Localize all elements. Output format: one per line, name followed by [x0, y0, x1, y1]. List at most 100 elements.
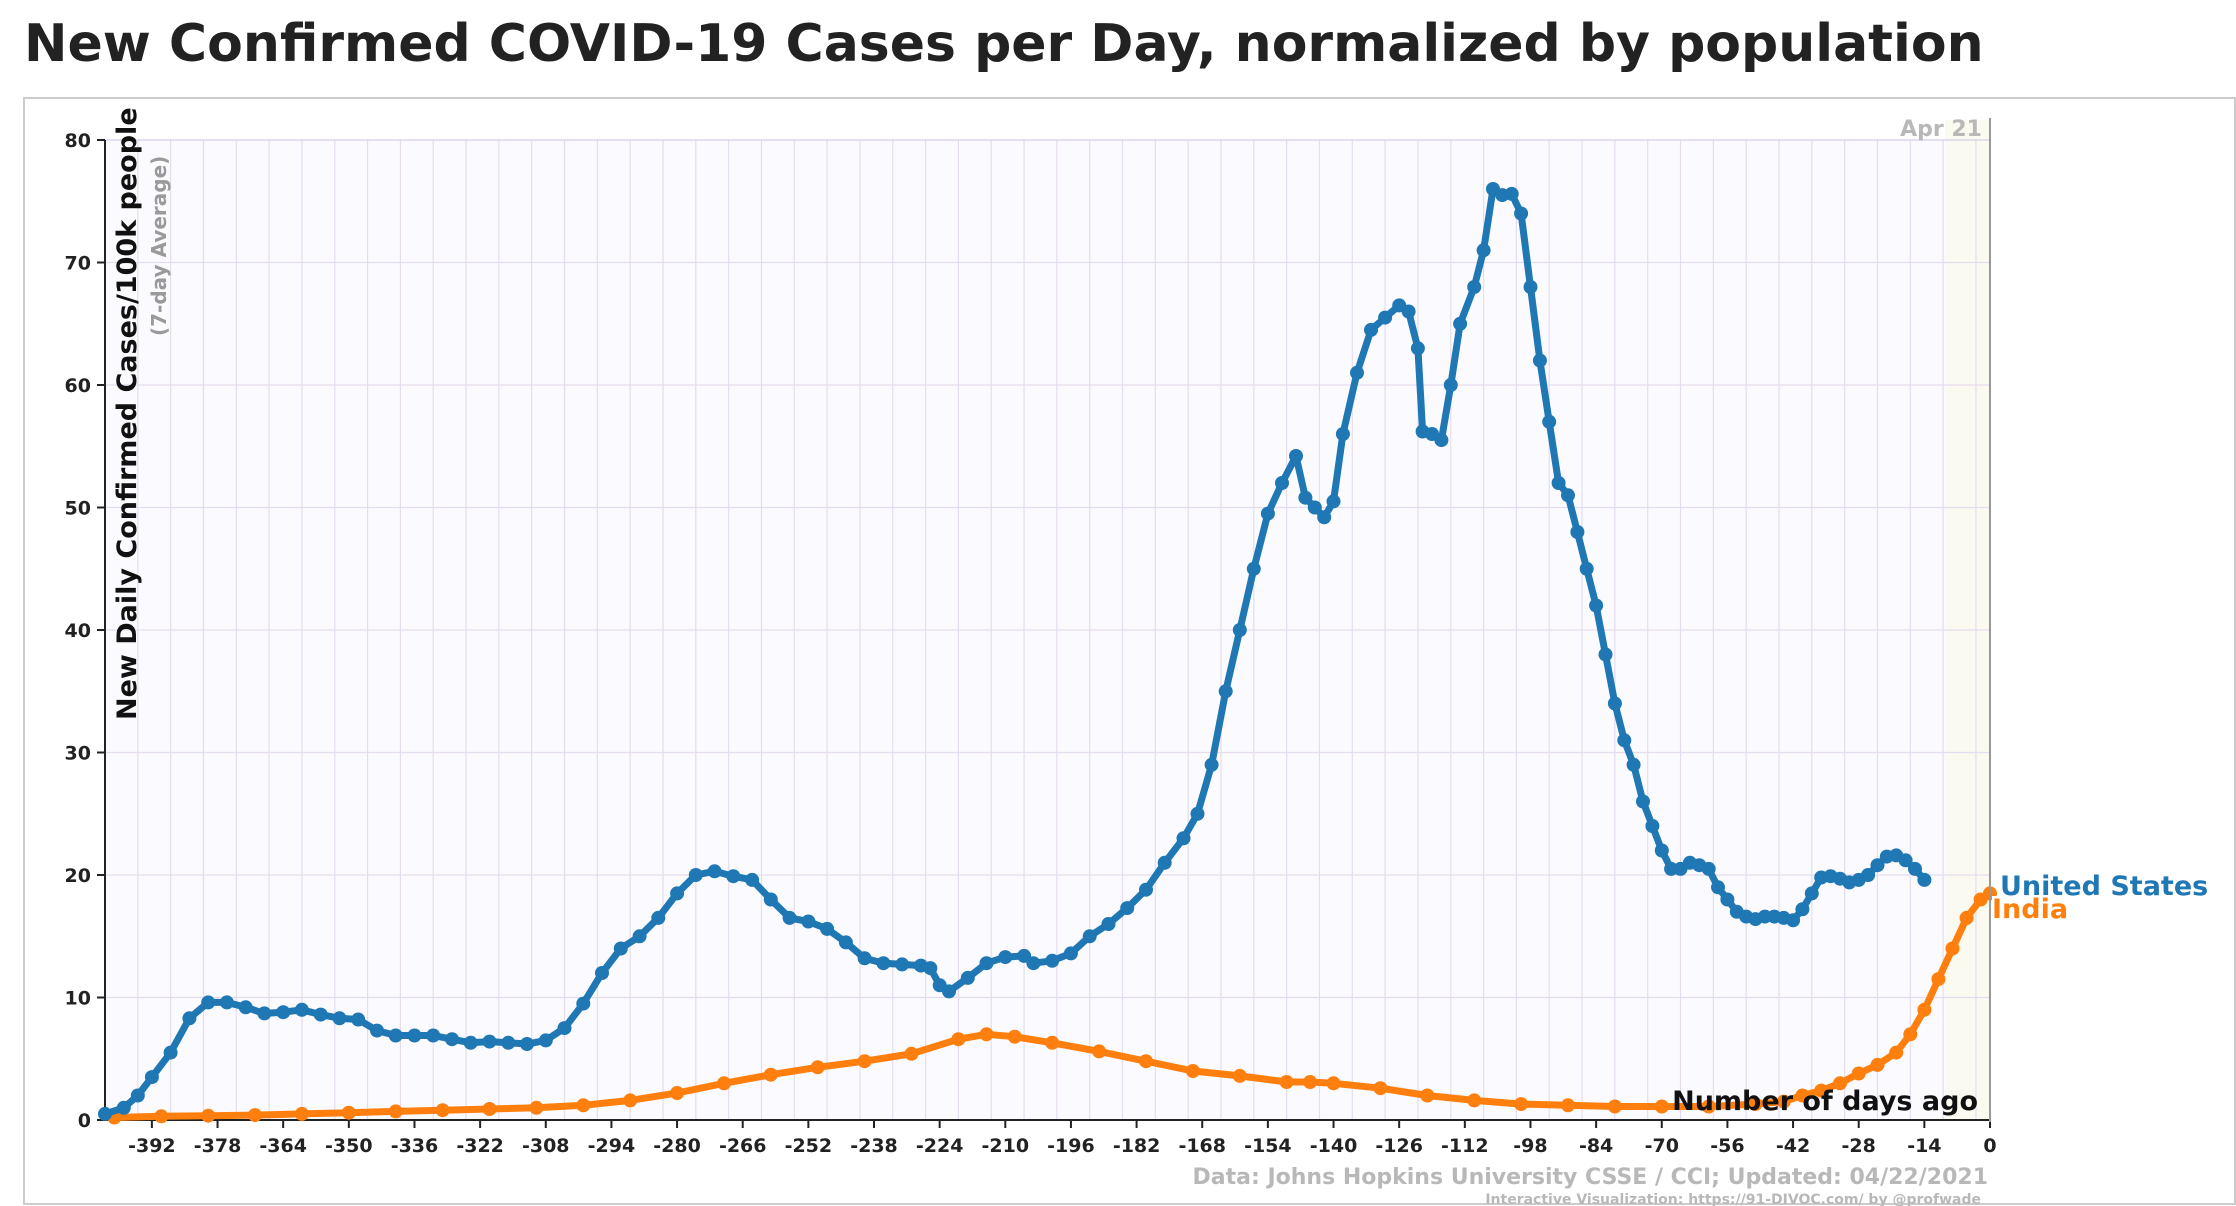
data-point-united-states	[1327, 494, 1341, 508]
data-point-united-states	[1444, 378, 1458, 392]
y-axis-subtitle: (7-day Average)	[147, 156, 171, 336]
x-tick-label: -252	[785, 1135, 833, 1157]
data-point-united-states	[1247, 562, 1261, 576]
y-tick-label: 60	[65, 375, 91, 397]
data-point-united-states	[633, 929, 647, 943]
data-point-india	[1514, 1097, 1528, 1111]
x-tick-label: -140	[1310, 1135, 1358, 1157]
x-tick-label: -266	[719, 1135, 767, 1157]
data-point-united-states	[576, 997, 590, 1011]
data-point-united-states	[783, 911, 797, 925]
y-tick-label: 80	[65, 130, 91, 152]
data-point-india	[1280, 1075, 1294, 1089]
x-tick-label: -98	[1513, 1135, 1547, 1157]
data-point-united-states	[1617, 733, 1631, 747]
data-point-united-states	[1645, 819, 1659, 833]
data-point-united-states	[408, 1029, 422, 1043]
data-point-united-states	[942, 984, 956, 998]
data-point-united-states	[595, 966, 609, 980]
data-point-india	[1233, 1069, 1247, 1083]
data-point-united-states	[689, 868, 703, 882]
y-tick-label: 50	[65, 498, 91, 520]
x-tick-label: -70	[1645, 1135, 1679, 1157]
x-tick-label: -224	[916, 1135, 964, 1157]
data-point-united-states	[1542, 415, 1556, 429]
data-point-united-states	[1083, 929, 1097, 943]
data-point-india	[1303, 1075, 1317, 1089]
data-point-india	[576, 1098, 590, 1112]
data-point-india	[1871, 1058, 1885, 1072]
data-point-india	[1420, 1089, 1434, 1103]
x-tick-label: -308	[522, 1135, 570, 1157]
data-point-india	[342, 1106, 356, 1120]
data-point-united-states	[1120, 901, 1134, 915]
data-point-india	[1931, 972, 1945, 986]
data-point-united-states	[1561, 488, 1575, 502]
data-point-united-states	[1805, 886, 1819, 900]
data-point-india	[1903, 1027, 1917, 1041]
data-point-united-states	[1350, 366, 1364, 380]
data-point-united-states	[858, 951, 872, 965]
data-point-united-states	[445, 1032, 459, 1046]
data-point-united-states	[876, 956, 890, 970]
x-tick-label: -322	[456, 1135, 504, 1157]
data-point-india	[1092, 1044, 1106, 1058]
data-point-india	[1008, 1030, 1022, 1044]
x-tick-label: -196	[1047, 1135, 1095, 1157]
data-point-united-states	[1917, 873, 1931, 887]
data-point-united-states	[98, 1107, 112, 1121]
data-point-united-states	[998, 950, 1012, 964]
data-point-united-states	[389, 1029, 403, 1043]
data-point-india	[436, 1103, 450, 1117]
data-point-india	[1960, 911, 1974, 925]
credit-note: Interactive Visualization: https://91-DI…	[1485, 1192, 1988, 1206]
line-chart: 01020304050607080 -392 -378 -364 -350 -336 -3…	[0, 0, 2236, 1206]
data-point-india	[1889, 1046, 1903, 1060]
data-point-united-states	[820, 922, 834, 936]
data-point-united-states	[1655, 844, 1669, 858]
data-point-united-states	[1261, 507, 1275, 521]
data-point-united-states	[1158, 856, 1172, 870]
data-point-united-states	[257, 1006, 271, 1020]
data-point-india	[201, 1109, 215, 1123]
x-tick-label: -42	[1776, 1135, 1810, 1157]
data-point-india	[1467, 1093, 1481, 1107]
data-point-india	[1852, 1067, 1866, 1081]
data-point-united-states	[1636, 795, 1650, 809]
data-point-united-states	[1205, 758, 1219, 772]
source-note: Data: Johns Hopkins University CSSE / CC…	[1193, 1165, 1988, 1190]
x-axis-title: Number of days ago	[1672, 1086, 1978, 1117]
data-point-united-states	[1514, 207, 1528, 221]
data-point-india	[951, 1032, 965, 1046]
data-point-united-states	[1608, 697, 1622, 711]
data-point-united-states	[1599, 648, 1613, 662]
data-point-united-states	[1364, 323, 1378, 337]
x-tick-label: -126	[1375, 1135, 1423, 1157]
data-point-india	[623, 1093, 637, 1107]
data-point-united-states	[1275, 476, 1289, 490]
x-tick-label: -378	[194, 1135, 242, 1157]
data-point-united-states	[1045, 954, 1059, 968]
data-point-united-states	[1477, 243, 1491, 257]
data-point-united-states	[961, 971, 975, 985]
series-label-india: India	[1992, 894, 2068, 925]
data-point-united-states	[333, 1011, 347, 1025]
data-point-united-states	[1524, 280, 1538, 294]
data-point-united-states	[1711, 880, 1725, 894]
data-point-united-states	[483, 1035, 497, 1049]
data-point-india	[1045, 1036, 1059, 1050]
data-point-united-states	[539, 1033, 553, 1047]
data-point-india	[1561, 1098, 1575, 1112]
data-point-united-states	[801, 915, 815, 929]
data-point-united-states	[464, 1036, 478, 1050]
x-tick-label: 0	[1983, 1135, 1996, 1157]
x-axis: -392 -378 -364 -350 -336 -322 -308 -294 -280 -266…	[105, 1120, 1997, 1157]
x-tick-label: -238	[850, 1135, 898, 1157]
data-point-india	[1946, 942, 1960, 956]
y-tick-label: 70	[65, 253, 91, 275]
x-tick-label: -364	[259, 1135, 307, 1157]
data-point-united-states	[1378, 311, 1392, 325]
data-point-india	[1608, 1100, 1622, 1114]
data-point-united-states	[131, 1089, 145, 1103]
y-tick-label: 10	[65, 988, 91, 1010]
